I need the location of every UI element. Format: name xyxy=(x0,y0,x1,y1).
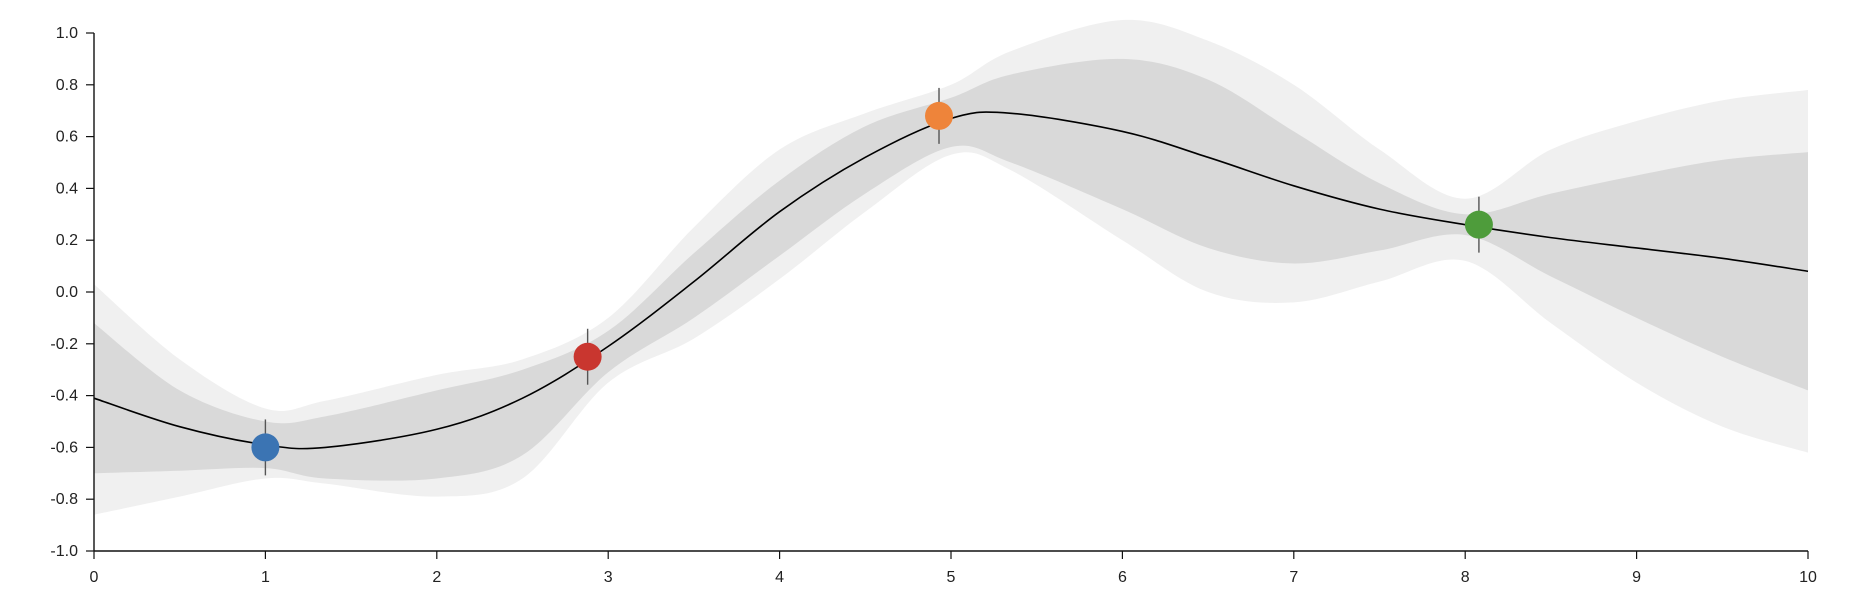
y-tick-label: 0.0 xyxy=(56,284,78,301)
y-tick-label: -1.0 xyxy=(50,543,78,560)
observation-point-4 xyxy=(1464,196,1493,253)
y-tick-label: 0.2 xyxy=(56,232,78,249)
y-tick-label: -0.8 xyxy=(50,491,78,508)
observation-marker xyxy=(573,342,602,371)
observation-marker xyxy=(251,433,280,462)
y-tick-label: 0.8 xyxy=(56,77,78,94)
y-tick-label: -0.4 xyxy=(50,388,78,405)
y-tick-label: -0.2 xyxy=(50,336,78,353)
observation-point-2 xyxy=(573,328,602,385)
x-tick-label: 9 xyxy=(1632,569,1641,586)
x-tick-label: 4 xyxy=(775,569,784,586)
band-1sd-area xyxy=(94,58,1808,481)
y-tick-label: 0.6 xyxy=(56,129,78,146)
observation-marker xyxy=(925,101,954,130)
y-tick-label: -0.6 xyxy=(50,439,78,456)
x-tick-label: 3 xyxy=(604,569,613,586)
x-tick-label: 1 xyxy=(261,569,270,586)
x-tick-label: 0 xyxy=(90,569,99,586)
x-tick-label: 8 xyxy=(1461,569,1470,586)
y-tick-label: 0.4 xyxy=(56,180,78,197)
x-tick-label: 2 xyxy=(432,569,441,586)
observation-point-3 xyxy=(925,87,954,144)
observation-marker xyxy=(1464,210,1493,239)
confidence-bands xyxy=(94,19,1808,515)
x-tick-label: 10 xyxy=(1799,569,1817,586)
observation-points xyxy=(251,87,1493,476)
x-tick-label: 6 xyxy=(1118,569,1127,586)
axes: 1.0 0.8 0.6 0.4 0.2 0.0 -0.2 -0.4 -0.6 -0.8 -1.0 0 1… xyxy=(50,25,1817,586)
y-tick-label: 1.0 xyxy=(56,25,78,42)
x-tick-label: 7 xyxy=(1289,569,1298,586)
observation-point-1 xyxy=(251,419,280,476)
x-tick-label: 5 xyxy=(947,569,956,586)
